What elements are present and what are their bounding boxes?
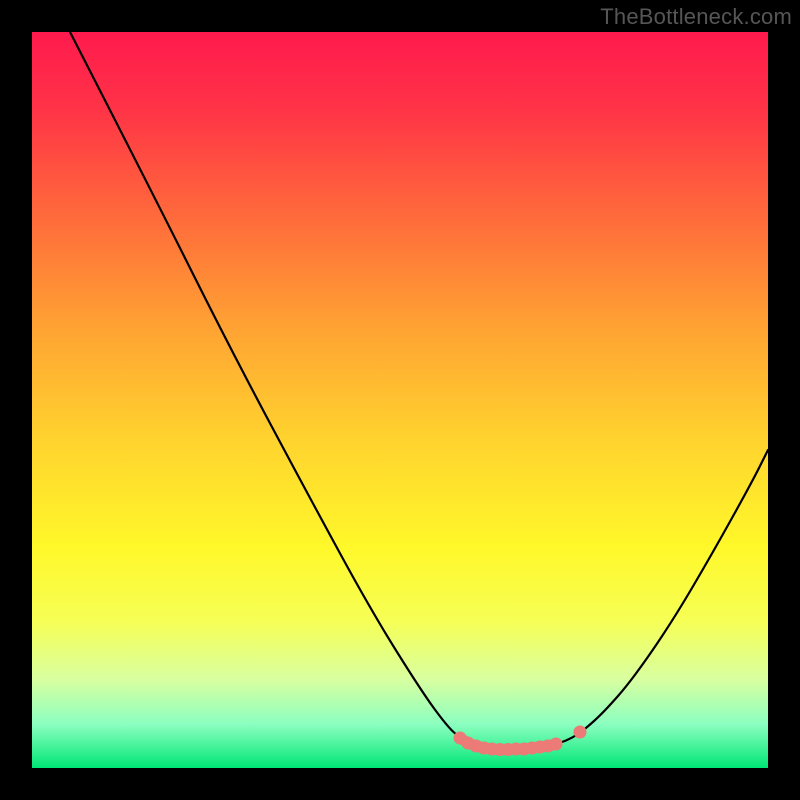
stage: TheBottleneck.com (0, 0, 800, 800)
curve-svg (0, 0, 800, 800)
trough-marker-dot (550, 738, 563, 751)
trough-marker-dot (574, 726, 587, 739)
watermark-text: TheBottleneck.com (600, 4, 792, 30)
